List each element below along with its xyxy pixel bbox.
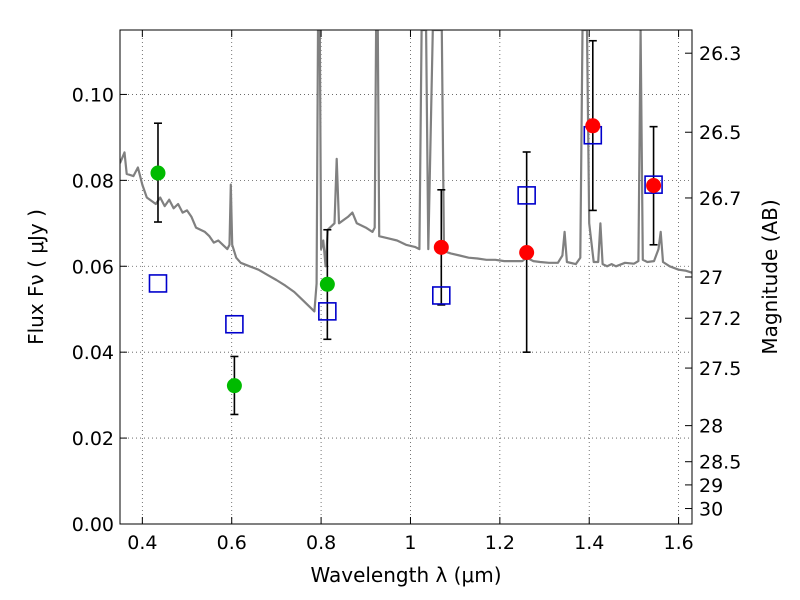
model-point	[432, 286, 451, 305]
y2-tick-label: 28	[699, 416, 723, 438]
model-point	[318, 302, 337, 321]
x-tick-label: 1.2	[485, 532, 515, 554]
y-tick-label: 0.00	[72, 514, 114, 536]
y2-tick-label: 30	[699, 499, 723, 521]
plot-frame	[119, 29, 693, 525]
y-tick-label: 0.08	[72, 170, 114, 192]
x-axis-ticks: 0.4 0.6 0.8 1 1.2 1.4 1.6	[127, 30, 694, 554]
observed-point	[433, 239, 449, 255]
y-axis-ticks: 0.00 0.02 0.04 0.06 0.08 0.10	[72, 84, 127, 536]
model-point	[225, 314, 244, 334]
observed-point	[646, 178, 662, 194]
y2-tick-label: 27	[699, 267, 723, 289]
y-tick-label: 0.04	[72, 342, 114, 364]
y2-tick-label: 27.2	[699, 308, 741, 330]
x-tick-label: 0.4	[127, 532, 157, 554]
observed-point	[150, 165, 166, 181]
spectrum-line	[120, 30, 692, 313]
y2-tick-label: 26.7	[699, 188, 741, 210]
y2-tick-label: 26.5	[699, 122, 741, 144]
y2-tick-label: 26.3	[699, 43, 741, 65]
y2-tick-label: 27.5	[699, 358, 741, 380]
model-point	[644, 175, 663, 194]
y2-tick-label: 29	[699, 475, 723, 497]
observed-point	[319, 276, 335, 292]
model-photometry-points	[148, 125, 663, 334]
x-tick-label: 0.8	[306, 532, 336, 554]
x-axis-label: Wavelength λ (μm)	[310, 563, 501, 587]
observed-point	[519, 245, 535, 261]
observed-photometry-points	[150, 118, 662, 394]
y-axis-label: Flux Fν ( μJy )	[24, 209, 48, 345]
x-tick-label: 0.6	[217, 532, 247, 554]
model-point	[148, 274, 168, 293]
x-tick-label: 1.6	[663, 532, 693, 554]
y-tick-label: 0.10	[72, 84, 114, 106]
observed-point	[585, 118, 601, 134]
x-tick-label: 1.4	[574, 532, 604, 554]
observed-point	[226, 378, 242, 394]
y-tick-label: 0.02	[72, 428, 114, 450]
y-tick-label: 0.06	[72, 256, 114, 278]
model-spectrum	[120, 30, 692, 313]
grid	[120, 30, 692, 525]
x-tick-label: 1	[404, 532, 416, 554]
model-point	[517, 186, 536, 205]
y2-tick-label: 28.5	[699, 452, 741, 474]
y2-axis-label: Magnitude (AB)	[758, 199, 782, 354]
